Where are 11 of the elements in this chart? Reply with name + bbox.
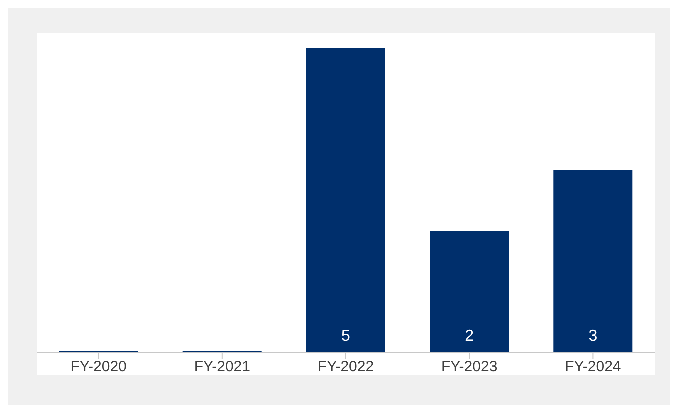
x-tick-label: FY-2023 <box>442 358 498 376</box>
bar <box>430 231 510 353</box>
x-tick-label: FY-2022 <box>318 358 374 376</box>
bar <box>306 48 386 353</box>
x-tick-label: FY-2024 <box>565 358 622 376</box>
data-label: 3 <box>588 328 598 345</box>
x-tick-label: FY-2020 <box>70 358 127 376</box>
x-tick-label: FY-2021 <box>194 358 250 376</box>
data-label: 5 <box>341 328 350 345</box>
bar <box>554 170 633 353</box>
data-label: 2 <box>465 328 474 345</box>
